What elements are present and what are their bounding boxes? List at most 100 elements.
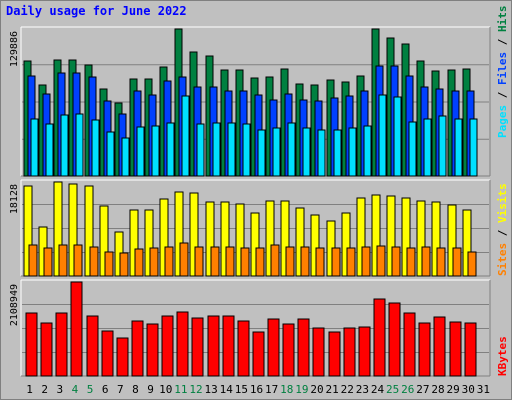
bar-sites-day-15 [240, 247, 250, 277]
bar-pages-day-24 [378, 94, 387, 177]
bar-visits-day-29 [447, 204, 457, 277]
bar-kbytes-day-3 [55, 312, 68, 377]
bar-kbytes-day-25 [388, 302, 401, 377]
bar-sites-day-14 [225, 246, 235, 277]
x-tick-day-23: 23 [356, 383, 369, 396]
bar-kbytes-day-23 [358, 326, 371, 377]
bar-sites-day-6 [104, 251, 114, 277]
x-tick-day-4: 4 [72, 383, 79, 396]
legend-kbytes: KBytes [496, 336, 509, 376]
bar-pages-day-27 [423, 118, 432, 177]
bar-kbytes-day-18 [282, 323, 295, 377]
x-tick-day-16: 16 [250, 383, 263, 396]
bar-visits-day-11 [174, 191, 184, 277]
bar-pages-day-1 [30, 118, 39, 177]
bar-kbytes-day-17 [267, 318, 280, 377]
bar-pages-day-20 [317, 129, 326, 177]
bar-sites-day-7 [119, 252, 129, 277]
bar-visits-day-3 [53, 181, 63, 277]
bar-visits-day-20 [310, 214, 320, 277]
bar-pages-day-4 [75, 113, 84, 177]
bar-sites-day-20 [315, 247, 325, 277]
bar-pages-day-9 [151, 125, 160, 177]
x-tick-day-18: 18 [280, 383, 293, 396]
legend-visits: Visits [496, 183, 509, 223]
legend-separator: / [496, 85, 509, 105]
bar-kbytes-day-28 [433, 316, 446, 377]
x-tick-day-21: 21 [326, 383, 339, 396]
legend-separator: / [496, 32, 509, 52]
x-tick-day-19: 19 [295, 383, 308, 396]
bar-kbytes-day-13 [207, 315, 220, 377]
bar-visits-day-14 [220, 201, 230, 277]
x-tick-day-13: 13 [204, 383, 217, 396]
bar-kbytes-day-8 [131, 320, 144, 377]
bar-pages-day-2 [45, 123, 54, 177]
y-max-label: 129886 [9, 31, 20, 67]
y-max-label: 18128 [9, 184, 20, 214]
bar-sites-day-27 [421, 246, 431, 277]
bar-pages-day-3 [60, 114, 69, 177]
bar-pages-day-7 [121, 137, 130, 177]
bar-sites-day-28 [436, 247, 446, 277]
bar-sites-day-19 [300, 246, 310, 277]
chart-title: Daily usage for June 2022 [6, 4, 187, 18]
y-max-label: 2108949 [9, 284, 20, 326]
bar-pages-day-26 [408, 121, 417, 177]
bar-kbytes-day-26 [403, 312, 416, 377]
bar-pages-day-25 [393, 96, 402, 177]
x-tick-day-29: 29 [447, 383, 460, 396]
x-tick-day-25: 25 [386, 383, 399, 396]
bar-visits-day-12 [189, 192, 199, 277]
bar-sites-day-18 [285, 246, 295, 277]
bar-visits-day-6 [99, 205, 109, 277]
bar-kbytes-day-19 [297, 318, 310, 377]
x-tick-day-20: 20 [310, 383, 323, 396]
bar-kbytes-day-14 [222, 315, 235, 377]
bar-sites-day-23 [361, 246, 371, 277]
bar-sites-day-30 [467, 251, 477, 277]
bar-sites-day-29 [452, 247, 462, 277]
x-tick-day-10: 10 [159, 383, 172, 396]
bar-sites-day-24 [376, 245, 386, 277]
bar-sites-day-13 [210, 246, 220, 277]
bar-pages-day-13 [212, 122, 221, 177]
bar-kbytes-day-5 [86, 315, 99, 377]
legend-hits: Hits [496, 6, 509, 33]
bar-pages-day-15 [242, 123, 251, 177]
bar-visits-day-30 [462, 209, 472, 277]
bar-visits-day-18 [280, 200, 290, 277]
bar-kbytes-day-2 [40, 322, 53, 377]
bar-pages-day-14 [227, 122, 236, 177]
x-tick-day-12: 12 [189, 383, 202, 396]
bar-pages-day-19 [302, 127, 311, 177]
x-tick-day-31: 31 [477, 383, 490, 396]
bar-visits-day-22 [341, 212, 351, 277]
bar-kbytes-day-9 [146, 323, 159, 377]
x-tick-day-8: 8 [132, 383, 139, 396]
bar-pages-day-6 [106, 131, 115, 177]
bar-pages-day-29 [454, 118, 463, 177]
bar-sites-day-1 [28, 244, 38, 277]
x-tick-day-28: 28 [431, 383, 444, 396]
legend-pages: Pages [496, 105, 509, 138]
bar-pages-day-8 [136, 126, 145, 177]
bar-sites-day-12 [194, 246, 204, 277]
bar-visits-day-1 [23, 185, 33, 277]
bar-sites-day-25 [391, 246, 401, 277]
bar-visits-day-8 [129, 209, 139, 277]
legend-separator: / [496, 223, 509, 243]
x-tick-day-26: 26 [401, 383, 414, 396]
bar-kbytes-day-27 [418, 322, 431, 377]
bar-sites-day-26 [406, 247, 416, 277]
x-tick-day-6: 6 [102, 383, 109, 396]
bar-sites-day-11 [179, 242, 189, 277]
bar-sites-day-22 [346, 247, 356, 277]
x-tick-day-1: 1 [26, 383, 33, 396]
bar-kbytes-day-12 [191, 317, 204, 377]
bar-visits-day-4 [68, 183, 78, 277]
bar-visits-day-15 [235, 203, 245, 277]
x-tick-day-22: 22 [341, 383, 354, 396]
x-tick-day-5: 5 [87, 383, 94, 396]
x-tick-day-30: 30 [462, 383, 475, 396]
